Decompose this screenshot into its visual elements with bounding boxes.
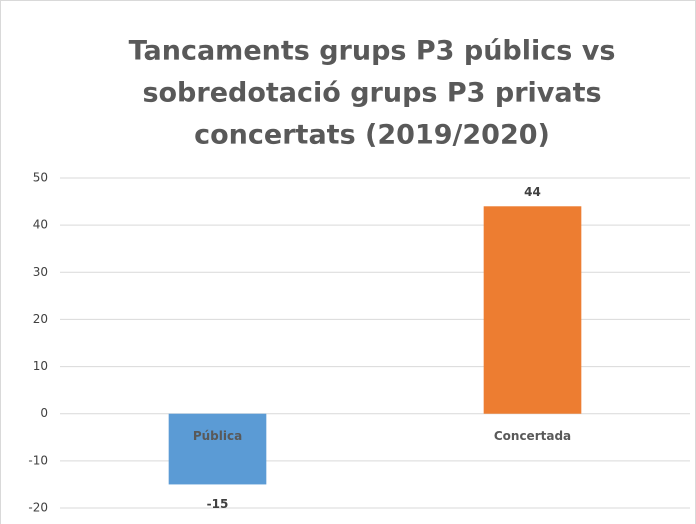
data-label: 44	[524, 185, 541, 199]
x-tick-label: Concertada	[494, 429, 571, 443]
y-tick-label: 50	[33, 171, 48, 185]
bar	[483, 206, 582, 414]
y-tick-label: -20	[28, 501, 48, 515]
y-tick-label: -10	[28, 453, 48, 467]
y-tick-label: 10	[33, 359, 48, 373]
y-tick-label: 40	[33, 218, 48, 232]
chart-title: concertats (2019/2020)	[194, 120, 550, 151]
y-tick-label: 20	[33, 312, 48, 326]
y-tick-label: 30	[33, 265, 48, 279]
chart-title: sobredotació grups P3 privats	[142, 78, 601, 109]
chart-title: Tancaments grups P3 públics vs	[129, 36, 616, 67]
y-tick-label: 0	[40, 406, 48, 420]
bar	[168, 413, 267, 485]
x-tick-label: Pública	[193, 429, 242, 443]
data-label: -15	[207, 497, 229, 511]
